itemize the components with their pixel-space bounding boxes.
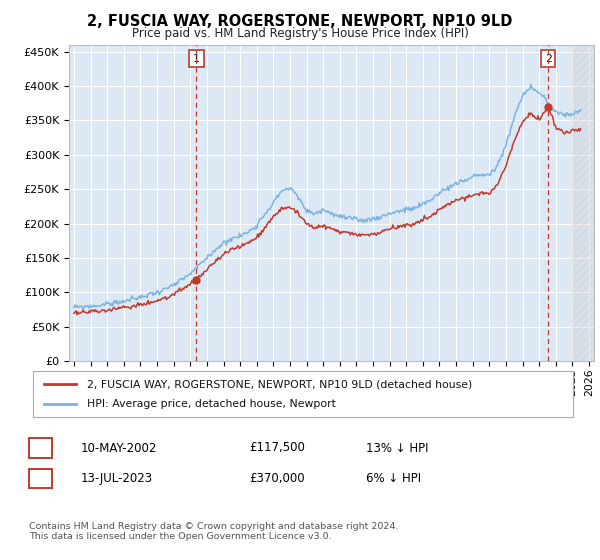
Text: 2, FUSCIA WAY, ROGERSTONE, NEWPORT, NP10 9LD: 2, FUSCIA WAY, ROGERSTONE, NEWPORT, NP10… [88, 14, 512, 29]
Text: 13-JUL-2023: 13-JUL-2023 [81, 472, 153, 486]
Text: 1: 1 [193, 54, 200, 63]
Text: 6% ↓ HPI: 6% ↓ HPI [366, 472, 421, 486]
Text: 10-MAY-2002: 10-MAY-2002 [81, 441, 157, 455]
Text: Contains HM Land Registry data © Crown copyright and database right 2024.
This d: Contains HM Land Registry data © Crown c… [29, 522, 398, 542]
Text: HPI: Average price, detached house, Newport: HPI: Average price, detached house, Newp… [87, 399, 336, 409]
Text: 13% ↓ HPI: 13% ↓ HPI [366, 441, 428, 455]
Text: 2: 2 [37, 472, 44, 486]
Text: Price paid vs. HM Land Registry's House Price Index (HPI): Price paid vs. HM Land Registry's House … [131, 27, 469, 40]
Bar [572, 45, 594, 361]
Text: 2, FUSCIA WAY, ROGERSTONE, NEWPORT, NP10 9LD (detached house): 2, FUSCIA WAY, ROGERSTONE, NEWPORT, NP10… [87, 379, 472, 389]
Text: 2: 2 [545, 54, 551, 63]
Text: £117,500: £117,500 [249, 441, 305, 455]
Text: £370,000: £370,000 [249, 472, 305, 486]
Text: 1: 1 [37, 441, 44, 455]
